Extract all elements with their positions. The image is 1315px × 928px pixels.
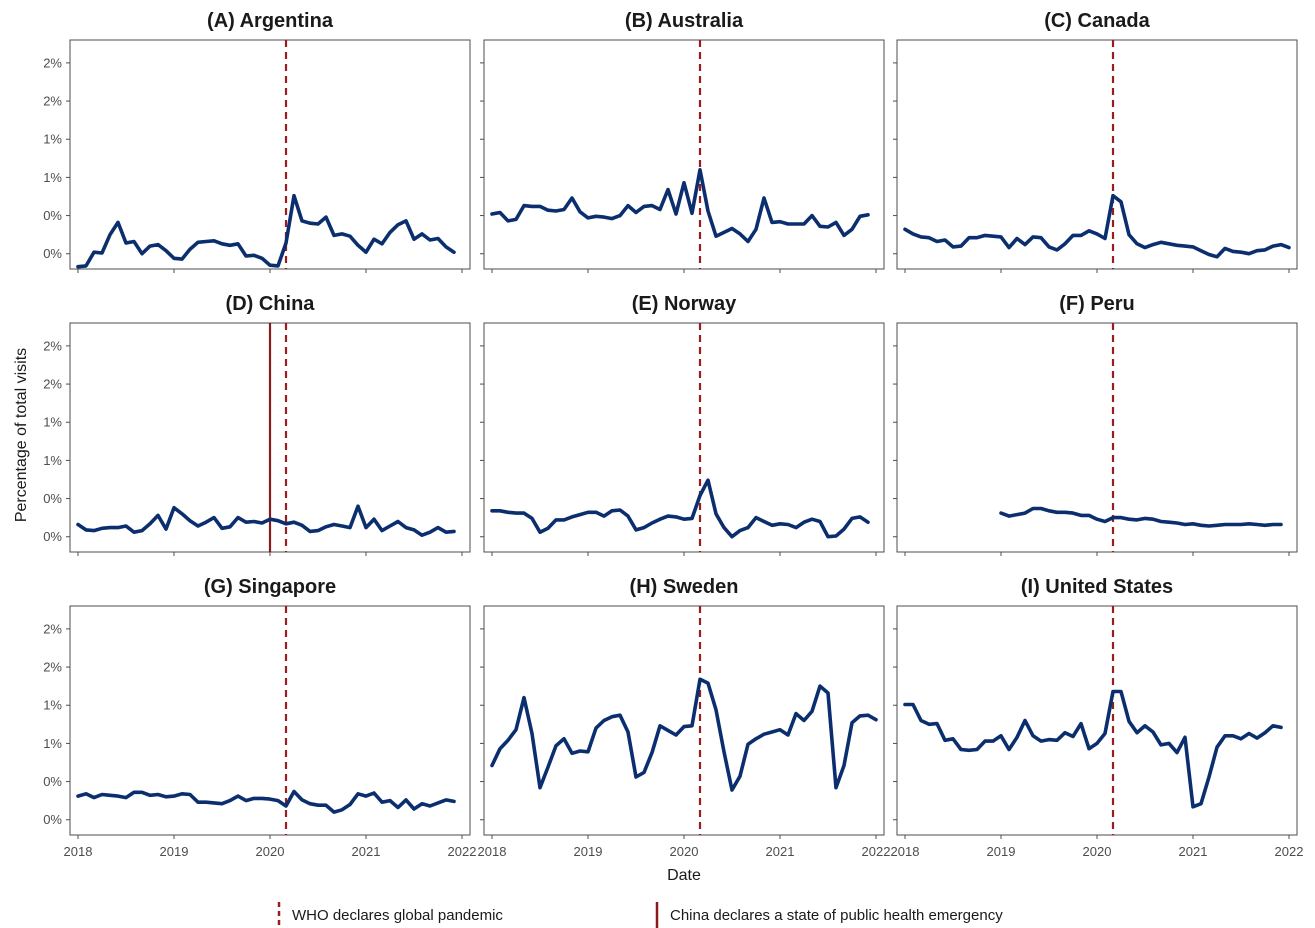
y-tick-label: 0% — [43, 812, 62, 827]
y-tick-label: 1% — [43, 415, 62, 430]
panel-peru: (F) Peru — [893, 293, 1298, 556]
panel-title: (C) Canada — [1044, 10, 1150, 32]
y-tick-label: 2% — [43, 621, 62, 636]
series-line — [903, 193, 1291, 259]
y-tick-label: 2% — [43, 660, 62, 675]
panel-title: (F) Peru — [1059, 293, 1135, 315]
panel-title: (D) China — [226, 293, 316, 315]
x-tick-label: 2022 — [448, 844, 477, 859]
panel-frame — [69, 39, 471, 270]
legend: WHO declares global pandemic China decla… — [277, 902, 1003, 928]
series-line — [76, 789, 456, 814]
panel-singapore: (G) Singapore 0% 0% 1% 1% 2% 2% 2018 2019 2020 202… — [43, 576, 476, 859]
y-tick-label: 1% — [43, 698, 62, 713]
y-tick-label: 1% — [43, 736, 62, 751]
x-tick-label: 2019 — [574, 844, 603, 859]
panel-china: (D) China 0% 0% 1% 1% 2% 2% — [43, 293, 471, 556]
panel-norway: (E) Norway — [480, 293, 885, 556]
x-tick-label: 2021 — [1179, 844, 1208, 859]
panel-argentina: (A) Argentina 0% 0% 1% 1% 2% 2% — [43, 10, 471, 273]
y-tick-label: 1% — [43, 170, 62, 185]
panel-australia: (B) Australia — [480, 10, 885, 273]
series-line — [76, 504, 456, 538]
legend-china-label: China declares a state of public health … — [670, 907, 1003, 924]
legend-item-who: WHO declares global pandemic — [277, 902, 503, 928]
panels: (A) Argentina 0% 0% 1% 1% 2% 2% (B) Australia (C… — [43, 10, 1303, 859]
x-tick-label: 2020 — [670, 844, 699, 859]
panel-sweden: (H) Sweden 2018 2019 2020 2021 2022 — [478, 576, 891, 859]
panel-title: (I) United States — [1021, 576, 1173, 598]
panel-frame — [483, 39, 885, 270]
y-tick-label: 1% — [43, 132, 62, 147]
legend-item-china: China declares a state of public health … — [655, 902, 1003, 928]
panel-canada: (C) Canada — [893, 10, 1298, 273]
x-axis-title: Date — [667, 867, 701, 884]
panel-frame — [896, 605, 1298, 836]
series-line — [999, 506, 1283, 528]
series-line — [76, 193, 456, 269]
x-tick-label: 2020 — [1083, 844, 1112, 859]
panel-title: (H) Sweden — [630, 576, 739, 598]
y-tick-label: 0% — [43, 491, 62, 506]
x-tick-label: 2019 — [160, 844, 189, 859]
y-tick-label: 2% — [43, 377, 62, 392]
panel-title: (A) Argentina — [207, 10, 334, 32]
x-tick-label: 2018 — [478, 844, 507, 859]
legend-who-label: WHO declares global pandemic — [292, 907, 503, 924]
y-tick-label: 0% — [43, 774, 62, 789]
series-line — [490, 478, 870, 539]
y-tick-label: 0% — [43, 246, 62, 261]
y-tick-label: 2% — [43, 94, 62, 109]
panel-frame — [483, 605, 885, 836]
x-tick-label: 2018 — [64, 844, 93, 859]
x-tick-label: 2019 — [987, 844, 1016, 859]
x-tick-label: 2018 — [891, 844, 920, 859]
panel-title: (E) Norway — [632, 293, 737, 315]
y-axis-title: Percentage of total visits — [13, 348, 30, 522]
panel-united-states: (I) United States 2018 2019 2020 2021 2022 — [891, 576, 1304, 859]
x-tick-label: 2020 — [256, 844, 285, 859]
panel-title: (G) Singapore — [204, 576, 336, 598]
x-tick-label: 2022 — [862, 844, 891, 859]
y-tick-label: 1% — [43, 453, 62, 468]
series-line — [490, 677, 878, 792]
series-line — [903, 689, 1283, 809]
y-tick-label: 0% — [43, 208, 62, 223]
x-tick-label: 2021 — [766, 844, 795, 859]
panel-title: (B) Australia — [625, 10, 744, 32]
y-tick-label: 0% — [43, 529, 62, 544]
y-tick-label: 2% — [43, 338, 62, 353]
series-line — [490, 168, 870, 244]
y-tick-label: 2% — [43, 55, 62, 70]
x-tick-label: 2021 — [352, 844, 381, 859]
x-tick-label: 2022 — [1275, 844, 1304, 859]
